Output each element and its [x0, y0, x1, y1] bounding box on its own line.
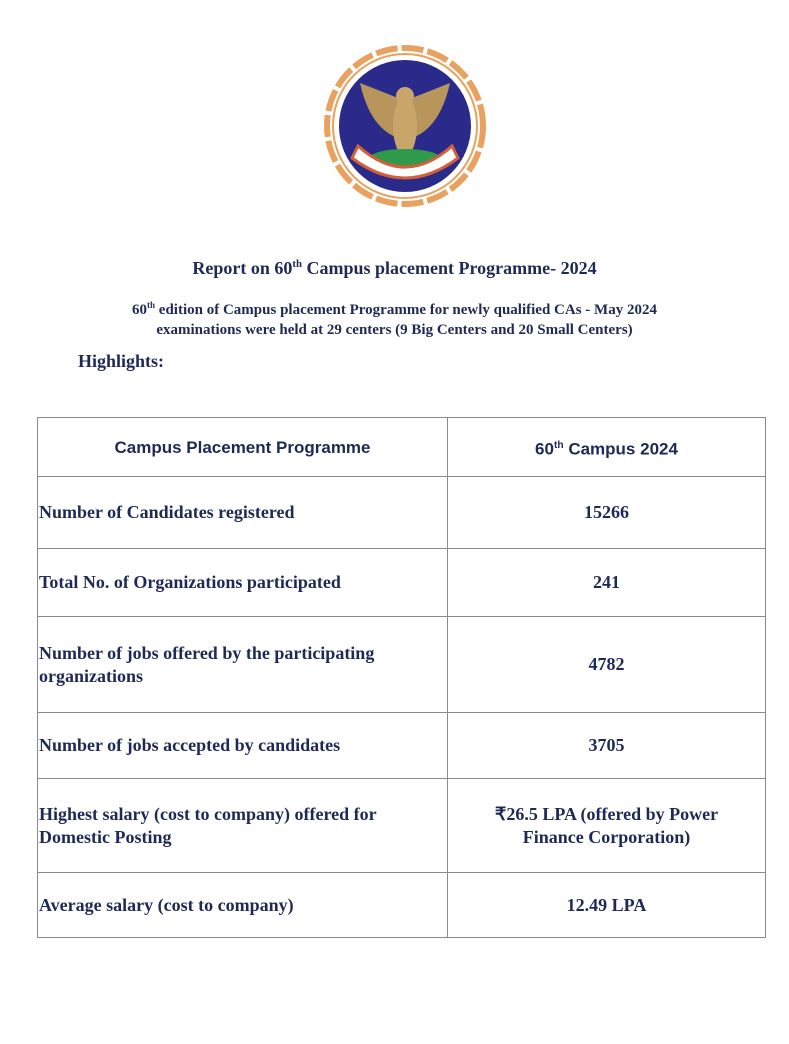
report-title: Report on 60th Campus placement Programm…	[192, 258, 597, 278]
table-row: Number of jobs accepted by candidates 370…	[37, 712, 766, 779]
highlights-heading: Highlights:	[78, 351, 165, 371]
report-subtitle: 60th edition of Campus placement Program…	[132, 300, 657, 338]
header-col1: Campus Placement Programme	[37, 417, 448, 477]
placement-table: Campus Placement Programme 60th Campus 2…	[37, 417, 766, 938]
table-row: Total No. of Organizations participated 2…	[37, 548, 766, 617]
icai-logo	[324, 45, 486, 207]
table-row: Average salary (cost to company) 12.49 LP…	[37, 872, 766, 938]
table-row: Number of Candidates registered 15266	[37, 476, 766, 549]
table-header: Campus Placement Programme 60th Campus 2…	[37, 417, 766, 477]
table-row: Highest salary (cost to company) offered…	[37, 778, 766, 873]
table-row: Number of jobs offered by the participat…	[37, 616, 766, 713]
header-col2: 60th Campus 2024	[447, 417, 766, 477]
